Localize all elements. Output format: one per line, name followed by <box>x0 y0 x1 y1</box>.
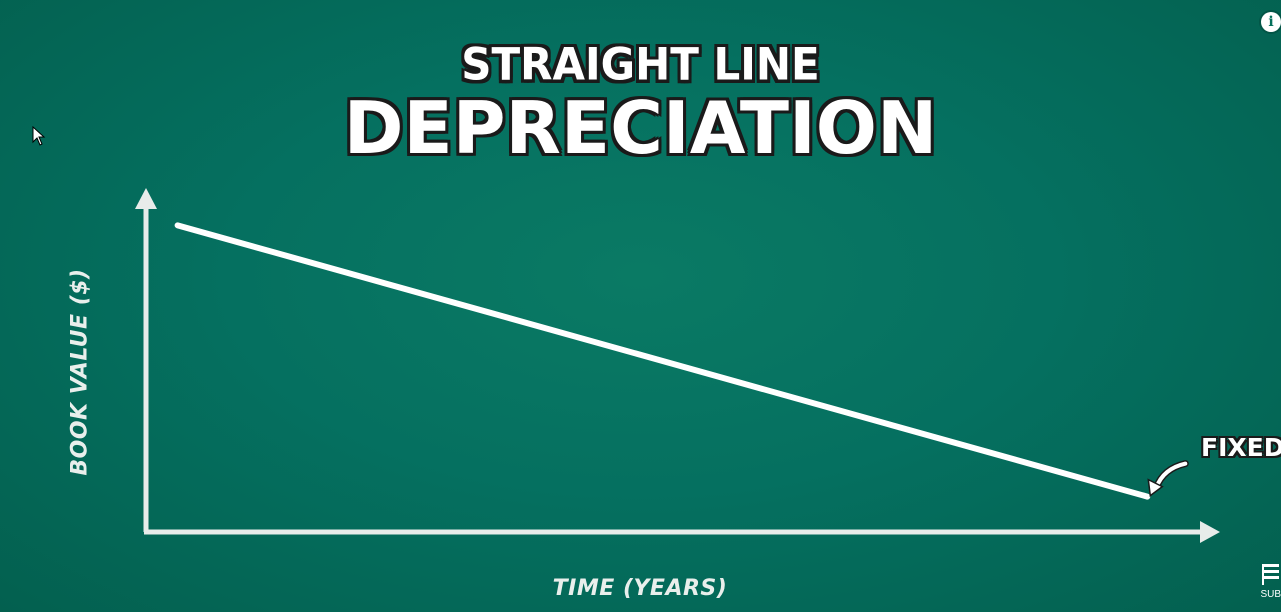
chart-title-line1: STRAIGHT LINE <box>461 38 820 91</box>
info-icon[interactable]: i <box>1261 12 1281 32</box>
annotation-layer <box>1147 460 1189 497</box>
y-axis-label: BOOK VALUE ($) <box>67 268 93 476</box>
chart-title-line2: DEPRECIATION <box>343 86 938 170</box>
subscribe-icon[interactable] <box>1259 562 1281 602</box>
y-axis-arrowhead <box>135 188 157 209</box>
annotation-arrowhead-0 <box>1147 478 1164 497</box>
series-line-0 <box>174 222 1151 500</box>
subscribe-label[interactable]: SUB <box>1260 589 1281 600</box>
axes <box>135 188 1220 543</box>
cursor-icon <box>32 126 46 146</box>
series-layer <box>174 222 1151 500</box>
fixed-annotation: FIXED <box>1201 433 1281 462</box>
x-axis-label: TIME (YEARS) <box>552 576 728 601</box>
x-axis-arrowhead <box>1200 521 1220 543</box>
